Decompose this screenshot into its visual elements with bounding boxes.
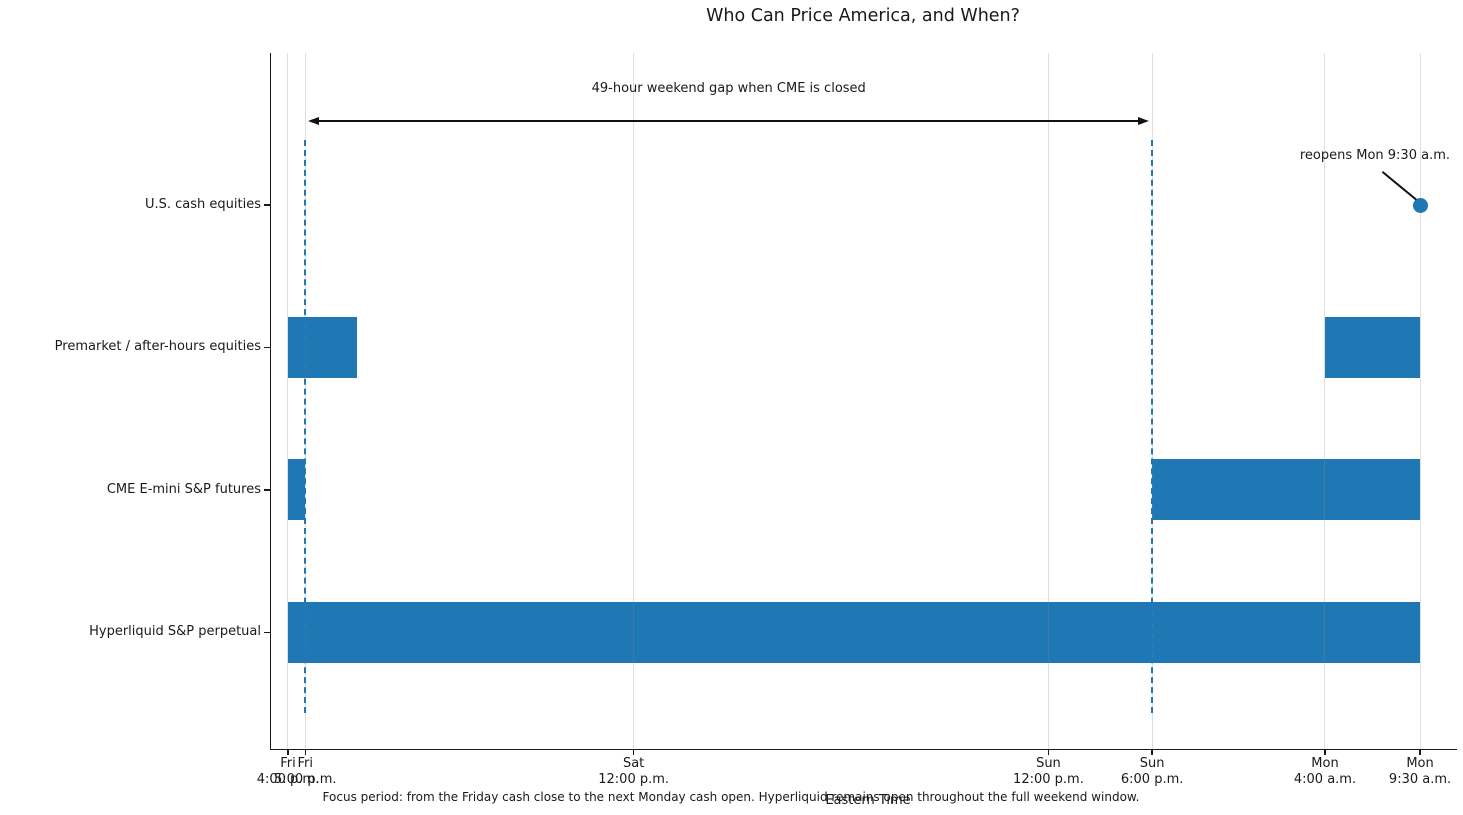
x-tick-time: 6:00 p.m. [1120, 772, 1184, 787]
x-tick-time: 12:00 p.m. [598, 772, 670, 787]
gridline [1419, 53, 1421, 749]
x-axis-tick [1324, 749, 1326, 755]
y-axis-tick [264, 204, 270, 206]
y-axis-tick [264, 631, 270, 634]
x-tick-time: 9:30 a.m. [1388, 772, 1452, 787]
x-tick-label: Sat 12:00 p.m. [598, 756, 669, 788]
y-axis-tick [264, 346, 270, 349]
x-axis-tick [287, 749, 289, 755]
availability-bar [287, 459, 306, 521]
x-axis-tick [1151, 749, 1153, 755]
gap-annotation-label: 49-hour weekend gap when CME is closed [591, 81, 866, 96]
plot-area [270, 53, 1457, 750]
x-tick-time: 5:00 p.m. [273, 772, 337, 787]
availability-bar [287, 601, 1421, 663]
x-axis-tick [1047, 749, 1050, 755]
x-tick-day: Mon [1311, 756, 1339, 771]
x-axis-tick [1419, 749, 1421, 755]
gridline [1047, 53, 1049, 749]
y-tick-label: Hyperliquid S&P perpetual [89, 624, 261, 640]
availability-bar [1324, 316, 1421, 378]
y-tick-label: U.S. cash equities [144, 197, 261, 212]
x-tick-day: Sat [622, 756, 645, 771]
weekend-gap-dashed-line [304, 140, 307, 713]
x-axis-tick [632, 749, 635, 755]
x-axis-tick [304, 749, 306, 755]
x-tick-label: Sun 6:00 p.m. [1121, 756, 1184, 788]
x-tick-label: Mon 9:30 a.m. [1389, 756, 1451, 788]
availability-bar [1152, 459, 1421, 521]
y-axis-tick [264, 489, 270, 491]
figure-caption: Focus period: from the Friday cash close… [322, 790, 1140, 804]
gap-arrow-left-head [308, 116, 320, 125]
availability-bar [287, 316, 358, 378]
weekend-gap-dashed-line [1151, 140, 1154, 713]
x-tick-day: Fri [297, 756, 313, 771]
gridline [1324, 53, 1326, 749]
x-axis-label: Eastern Time [825, 793, 911, 808]
gap-arrow-right-head [1138, 116, 1150, 125]
y-tick-label: CME E-mini S&P futures [106, 481, 261, 497]
x-tick-time: 12:00 p.m. [1013, 772, 1084, 787]
gridline [633, 53, 635, 749]
x-tick-day: Mon [1406, 756, 1434, 771]
x-tick-day: Sun [1139, 756, 1165, 771]
gap-arrow-line [317, 120, 1141, 122]
chart-title: Who Can Price America, and When? [706, 6, 1020, 26]
x-tick-day: Fri [280, 756, 296, 771]
gridline [287, 53, 289, 749]
x-tick-label: Mon 4:00 a.m. [1294, 756, 1356, 788]
x-tick-label: Fri 5:00 p.m. [274, 756, 337, 788]
reopen-annotation-label: reopens Mon 9:30 a.m. [1299, 148, 1450, 163]
reopen-point-marker [1412, 197, 1428, 213]
x-tick-label: Fri 4:00 p.m. [257, 756, 320, 788]
x-tick-time: 4:00 p.m. [256, 772, 320, 787]
y-tick-label: Premarket / after-hours equities [54, 339, 261, 355]
x-tick-day: Sun [1036, 756, 1061, 771]
x-tick-time: 4:00 a.m. [1293, 772, 1357, 787]
x-tick-label: Sun 12:00 p.m. [1013, 756, 1084, 788]
